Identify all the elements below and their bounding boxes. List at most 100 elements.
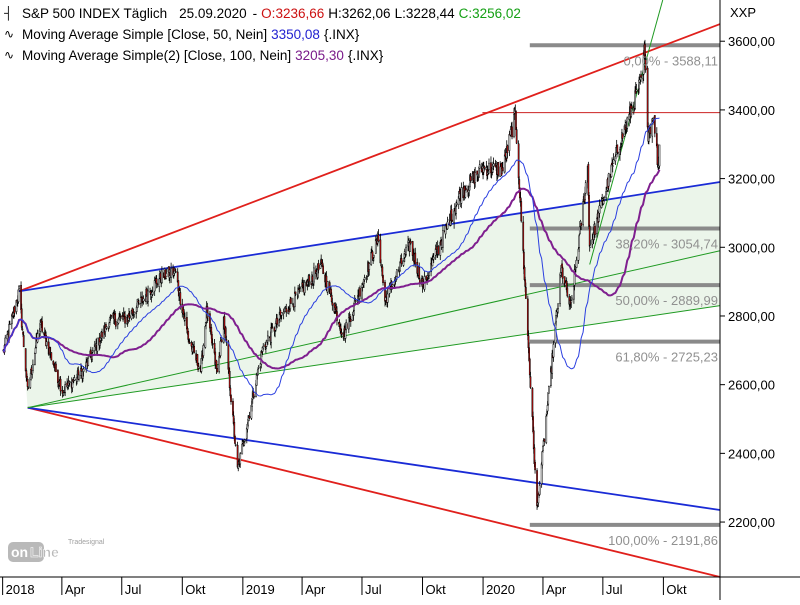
candle-body	[506, 145, 509, 154]
candle-body	[292, 303, 294, 305]
candle-body	[384, 281, 386, 302]
moving-averages	[2, 117, 661, 397]
wave-icon: ∿	[4, 48, 15, 62]
candle-body	[428, 272, 430, 276]
candle-body	[419, 279, 421, 283]
candle-body	[9, 323, 11, 325]
fibonacci-levels	[482, 43, 720, 527]
candle-body	[649, 127, 652, 135]
candle-body	[525, 287, 527, 299]
candle-body	[285, 308, 288, 313]
candle-body	[302, 284, 305, 286]
wave-icon: ∿	[4, 27, 15, 41]
candle-body	[391, 284, 394, 287]
candle-body	[265, 347, 267, 350]
x-tick-label: 2020	[486, 582, 515, 597]
candle-body	[545, 415, 548, 443]
candle-body	[78, 374, 80, 380]
y-tick-label: 3400,00	[728, 103, 775, 118]
candle-body	[93, 343, 96, 352]
candle-body	[280, 312, 283, 316]
candle-body	[497, 162, 500, 176]
candle-body	[414, 252, 417, 265]
candle-body	[257, 369, 259, 376]
candle-body	[611, 165, 614, 167]
candle-body	[610, 164, 613, 178]
candle-body	[270, 326, 273, 344]
legend-row-ma50[interactable]: ∿ Moving Average Simple [Close, 50, Nein…	[4, 24, 521, 45]
candle-body	[216, 368, 219, 373]
legend-row-ma100[interactable]: ∿ Moving Average Simple(2) [Close, 100, …	[4, 45, 521, 66]
trendline-blue-lower	[27, 406, 721, 511]
candle-body	[379, 239, 382, 264]
candle-body	[589, 244, 592, 248]
candle-body	[17, 289, 20, 303]
candle-body	[384, 297, 387, 301]
candle-body	[584, 182, 587, 194]
candle-body	[451, 219, 453, 222]
candle-body	[255, 373, 258, 386]
ma50-suffix: {.INX}	[323, 27, 360, 42]
candle-body	[202, 345, 205, 356]
candle-body	[41, 321, 43, 332]
candle-body	[588, 195, 590, 227]
trendline-red-upper	[18, 23, 721, 293]
candle-body	[587, 163, 590, 196]
candle-body	[529, 376, 532, 388]
candle-body	[644, 43, 646, 59]
candle-body	[232, 400, 234, 416]
candle-body	[377, 234, 380, 242]
candle-body	[119, 315, 122, 318]
candle-body	[32, 364, 34, 371]
candle-body	[114, 321, 117, 327]
candle-body	[571, 297, 573, 300]
candle-body	[598, 205, 601, 214]
candle-body	[380, 264, 382, 266]
candle-body	[331, 302, 334, 306]
candle-body	[368, 263, 371, 270]
candle-body	[138, 303, 140, 305]
candle-body	[209, 313, 211, 329]
svg-text:Tradesignal: Tradesignal	[68, 539, 105, 546]
candle-body	[308, 275, 311, 282]
candle-body	[255, 383, 257, 398]
candle-body	[580, 222, 582, 226]
candle-body	[550, 366, 552, 386]
candle-body	[27, 387, 30, 389]
open-label: O:	[261, 6, 276, 21]
candle-body	[446, 221, 449, 230]
candle-body	[644, 59, 647, 71]
fib-level-label: 38,20% - 3054,74	[615, 236, 718, 251]
candle-body	[538, 485, 541, 495]
candle-body	[577, 248, 580, 261]
candle-body	[133, 311, 136, 315]
candle-body	[174, 271, 177, 273]
candle-body	[607, 173, 610, 187]
svg-text:Line: Line	[30, 544, 59, 560]
candle-body	[82, 368, 85, 372]
candle-body	[128, 315, 131, 319]
candle-body	[257, 366, 260, 369]
x-tick-label: Apr	[65, 582, 86, 597]
candle-body	[50, 352, 53, 361]
candle-body	[548, 386, 550, 394]
candle-body	[220, 339, 223, 343]
candle-body	[13, 306, 16, 314]
fib-level-label: 50,00% - 2889,99	[615, 293, 718, 308]
candle-body	[284, 307, 286, 313]
candle-body	[260, 351, 263, 365]
candle-body	[546, 405, 549, 412]
candle-body	[24, 348, 27, 372]
candle-body	[345, 322, 348, 331]
candle-body	[465, 188, 467, 191]
candle-body	[179, 292, 182, 305]
candle-body	[418, 266, 421, 279]
candle-body	[57, 370, 59, 384]
candle-body	[469, 176, 472, 181]
candle-body	[635, 89, 638, 92]
x-tick-label: Apr	[546, 582, 567, 597]
candle-body	[34, 347, 37, 354]
candle-body	[602, 200, 605, 205]
candle-body	[396, 269, 398, 277]
